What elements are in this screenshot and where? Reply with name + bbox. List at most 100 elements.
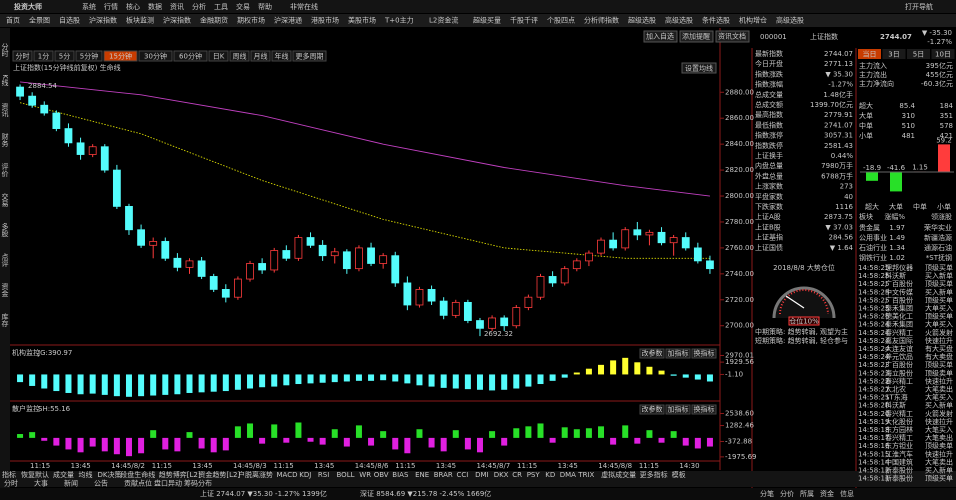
trade-stock[interactable]: 春兴精工 — [885, 376, 913, 385]
period-tab[interactable] — [173, 50, 208, 62]
indicator-button[interactable] — [665, 404, 691, 415]
nav-tab[interactable]: 条件选股 — [702, 16, 730, 25]
side-tool[interactable]: 交易 — [1, 192, 9, 208]
indicator-tab[interactable]: 指标 — [2, 470, 16, 479]
action-label[interactable]: 资讯文档 — [718, 32, 746, 41]
trade-stock[interactable]: 江淮汽车 — [885, 449, 913, 458]
period-label[interactable]: 5分 — [59, 52, 70, 61]
indicator-button-label[interactable]: 加指标 — [668, 349, 689, 358]
flow-tab[interactable] — [882, 49, 906, 59]
nav-tab[interactable]: 全景图 — [29, 16, 50, 25]
trade-stock[interactable]: 科沃斯 — [885, 271, 906, 280]
indicator-tab[interactable]: DK决策 — [98, 470, 122, 479]
nav-tab[interactable]: 金融期货 — [200, 16, 228, 25]
indicator-tab[interactable]: ENE — [415, 471, 429, 479]
menu-item[interactable]: 资讯 — [170, 2, 184, 11]
period-label[interactable]: 更多周期 — [296, 52, 324, 61]
panel-tab[interactable]: 分价 — [780, 489, 794, 498]
trade-stock[interactable]: 嘉友国际 — [885, 336, 913, 345]
panel-tab[interactable]: 信息 — [840, 489, 854, 498]
indicator-tab[interactable]: BIAS — [392, 471, 409, 479]
flow-tab[interactable] — [931, 49, 955, 59]
indicator-button[interactable] — [639, 404, 665, 415]
indicator-button-label[interactable]: 改参数 — [642, 349, 663, 358]
side-tool[interactable]: 点评 — [1, 253, 9, 268]
indicator-tab[interactable]: 趋势博弈[L2] — [159, 470, 201, 479]
trade-stock[interactable]: 春兴精工 — [885, 433, 913, 442]
action-button[interactable] — [679, 30, 714, 43]
period-label[interactable]: 年线 — [275, 52, 289, 61]
period-tab[interactable] — [103, 50, 138, 62]
indicator-tab[interactable]: 资金趋势[L2] — [198, 470, 240, 479]
side-tool[interactable]: 资讯 — [1, 102, 9, 118]
indicator-tab[interactable]: 更多指标 — [640, 470, 668, 479]
indicator-tab[interactable]: DMA — [560, 471, 576, 479]
indicator-tab[interactable]: KDJ — [299, 471, 311, 479]
period-label[interactable]: 1分 — [38, 52, 49, 61]
trade-stock[interactable]: 新泰股份 — [885, 466, 913, 475]
panel-tab[interactable]: 所属 — [800, 489, 814, 498]
period-tab[interactable] — [208, 50, 229, 62]
nav-tab[interactable]: 分析师指数 — [584, 16, 619, 25]
period-tab[interactable] — [292, 50, 327, 62]
flow-tab-label[interactable]: 当日 — [863, 50, 877, 59]
period-label[interactable]: 30分钟 — [144, 52, 167, 61]
indicator-tab[interactable]: 恢复默认 — [21, 470, 49, 479]
nav-tab[interactable]: 超级买量 — [473, 16, 501, 25]
menu-item[interactable]: 帮助 — [258, 2, 272, 11]
trade-stock[interactable]: 大连友谊 — [885, 344, 913, 353]
setting-button[interactable] — [681, 62, 717, 74]
nav-tab[interactable]: 沪深指数 — [163, 16, 191, 25]
indicator-tab[interactable]: PSY — [527, 471, 541, 479]
action-label[interactable]: 加入自选 — [646, 32, 674, 41]
nav-toggle[interactable]: 打开导航 — [905, 2, 933, 11]
period-label[interactable]: 5分钟 — [80, 52, 98, 61]
trade-stock[interactable]: ST东海 — [885, 393, 908, 402]
period-label[interactable]: 15分钟 — [109, 52, 132, 61]
nav-tab[interactable]: T+0主力 — [384, 16, 414, 25]
indicator-tab[interactable]: CCI — [457, 471, 469, 479]
bottom-tab[interactable]: 公告 — [94, 479, 108, 488]
trade-stock[interactable]: 中文传媒 — [885, 287, 913, 296]
indicator-button-label[interactable]: 换指标 — [694, 405, 715, 414]
period-tab[interactable] — [250, 50, 271, 62]
period-label[interactable]: 60分钟 — [179, 52, 202, 61]
indicator-tab[interactable]: TRIX — [577, 471, 594, 479]
indicator-button-label[interactable]: 加指标 — [668, 405, 689, 414]
trade-stock[interactable]: 春兴精工 — [885, 328, 913, 337]
trade-stock[interactable]: 德美化工 — [885, 312, 913, 321]
flow-tab-label[interactable]: 10日 — [935, 51, 951, 59]
indicator-tab[interactable]: 户脱离涨势 — [238, 470, 273, 479]
online-link[interactable]: 非常在线 — [290, 2, 318, 11]
indicator-tab[interactable]: 均线 — [79, 470, 93, 479]
period-tab[interactable] — [54, 50, 75, 62]
menu-item[interactable]: 工具 — [214, 3, 228, 11]
action-button[interactable] — [715, 30, 750, 43]
period-tab[interactable] — [229, 50, 250, 62]
nav-tab[interactable]: 港股市场 — [311, 16, 339, 25]
nav-tab[interactable]: 美股市场 — [348, 16, 376, 25]
bottom-tab[interactable]: 大事 — [34, 479, 48, 488]
period-tab[interactable] — [75, 50, 103, 62]
trade-stock[interactable]: 大化股份 — [885, 417, 913, 426]
flow-tab[interactable] — [858, 49, 881, 59]
menu-item[interactable]: 核心 — [126, 2, 140, 11]
indicator-button[interactable] — [691, 348, 717, 359]
indicator-tab[interactable]: 模板 — [672, 470, 686, 479]
menu-item[interactable]: 数据 — [148, 2, 162, 11]
flow-tab[interactable] — [907, 49, 930, 59]
indicator-button-label[interactable]: 换指标 — [694, 349, 715, 358]
nav-tab[interactable]: 千股千评 — [510, 16, 538, 25]
indicator-button-label[interactable]: 改参数 — [642, 405, 663, 414]
indicator-tab[interactable]: CR — [512, 471, 522, 479]
bottom-tab[interactable]: 筹码分布 — [184, 479, 212, 488]
action-label[interactable]: 添加提醒 — [682, 32, 710, 41]
side-tool[interactable]: 评价 — [1, 163, 9, 177]
side-tool[interactable]: 多股 — [1, 222, 9, 238]
menu-item[interactable]: 行情 — [104, 2, 118, 11]
indicator-tab[interactable]: 段盘生命线 — [120, 470, 155, 479]
bottom-tab[interactable]: 分时 — [4, 479, 18, 488]
trade-stock[interactable]: 广百股份 — [885, 295, 913, 304]
menu-item[interactable]: 交易 — [236, 2, 250, 11]
trade-stock[interactable]: 新泰股份 — [885, 474, 913, 483]
